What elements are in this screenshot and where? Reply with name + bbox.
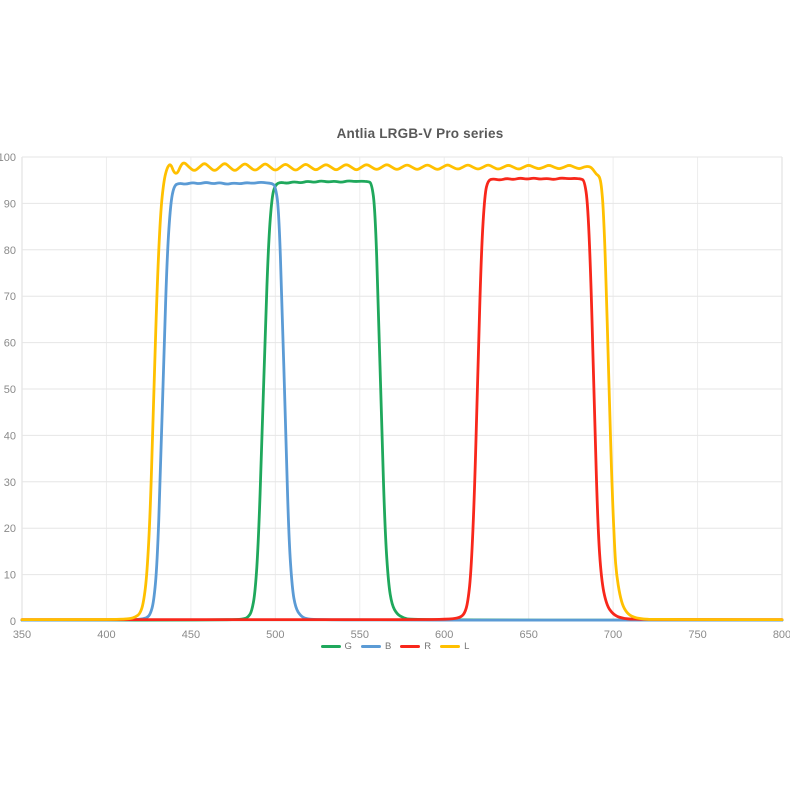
legend-label-B: B [384, 641, 392, 652]
y-tick-label: 40 [4, 430, 16, 442]
y-tick-label: 60 [4, 338, 16, 350]
series-G-line [20, 179, 784, 622]
legend-label-G: G [344, 641, 352, 652]
x-tick-label: 650 [519, 629, 537, 641]
series-B-line [20, 180, 784, 622]
y-tick-label: 50 [4, 384, 16, 396]
legend-swatch-L [440, 645, 461, 649]
y-tick-label: 10 [4, 570, 16, 582]
legend-item-G: G [320, 641, 352, 652]
y-tick-label: 70 [4, 291, 16, 303]
legend-label-L: L [464, 641, 470, 652]
x-tick-label: 500 [266, 629, 284, 641]
legend-label-R: R [424, 641, 432, 652]
y-tick-label: 20 [4, 523, 16, 535]
x-tick-label: 350 [13, 629, 31, 641]
chart-title: Antlia LRGB-V Pro series [336, 126, 504, 141]
legend-item-R: R [400, 642, 431, 652]
legend-swatch-B [360, 645, 381, 649]
x-tick-label: 800 [773, 629, 790, 641]
x-tick-label: 400 [97, 629, 115, 641]
y-tick-label: 30 [4, 477, 16, 489]
y-tick-label: 80 [4, 245, 16, 257]
legend-item-B: B [360, 641, 392, 652]
y-tick-label: 0 [10, 616, 16, 628]
series-L-line [20, 161, 784, 621]
x-tick-label: 450 [182, 629, 200, 641]
x-tick-label: 550 [351, 629, 369, 641]
y-tick-label: 100 [0, 152, 16, 164]
legend-item-L: L [440, 642, 469, 652]
y-tick-label: 90 [4, 198, 16, 210]
x-tick-label: 600 [435, 629, 453, 641]
x-tick-label: 700 [604, 629, 622, 641]
legend-swatch-R [400, 645, 421, 649]
x-tick-label: 750 [688, 629, 706, 641]
series-R-line [20, 176, 784, 622]
legend-swatch-G [320, 645, 341, 649]
